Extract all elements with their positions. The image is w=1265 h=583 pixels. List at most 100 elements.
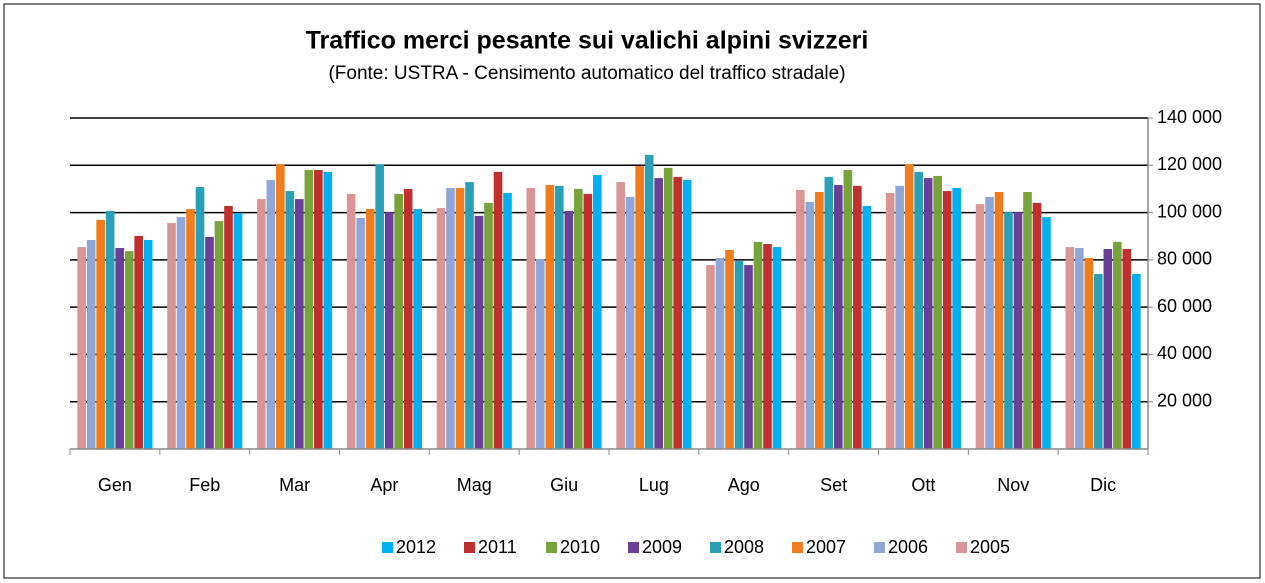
bar — [942, 191, 952, 449]
x-tick-label: Nov — [997, 475, 1029, 495]
legend-label: 2012 — [396, 537, 436, 557]
legend-label: 2006 — [888, 537, 928, 557]
legend-label: 2011 — [478, 537, 517, 557]
bar — [295, 199, 304, 449]
bar — [1094, 274, 1103, 449]
legend-label: 2009 — [642, 537, 682, 557]
bar — [1023, 192, 1032, 449]
bar — [895, 185, 904, 450]
bar — [994, 192, 1004, 449]
bar — [1004, 212, 1013, 449]
bar — [413, 209, 422, 449]
bar — [375, 164, 384, 449]
bar — [564, 210, 574, 449]
bar — [484, 202, 493, 449]
x-tick-label: Dic — [1090, 475, 1116, 495]
y-tick-label: 60 000 — [1157, 296, 1212, 316]
bar — [455, 187, 465, 450]
legend-swatch — [710, 542, 721, 553]
bar — [663, 167, 673, 450]
bar — [904, 164, 914, 449]
bar — [734, 261, 744, 449]
bar — [843, 170, 853, 449]
bar — [706, 265, 715, 449]
bar — [725, 249, 734, 449]
bar — [446, 187, 455, 450]
bar — [167, 222, 176, 449]
y-tick-label: 20 000 — [1157, 390, 1212, 410]
bar — [1013, 212, 1023, 449]
legend-label: 2008 — [724, 537, 764, 557]
y-tick-label: 140 000 — [1157, 107, 1222, 127]
bar — [805, 201, 815, 449]
bar — [985, 196, 994, 449]
bar — [526, 187, 536, 450]
y-tick-label: 100 000 — [1157, 201, 1222, 221]
bar — [1122, 248, 1132, 449]
bar — [763, 244, 772, 449]
chart-title: Traffico merci pesante sui valichi alpin… — [306, 27, 869, 55]
bar — [1084, 257, 1094, 449]
bar — [1113, 241, 1122, 449]
bar — [394, 193, 403, 449]
legend-swatch — [464, 542, 475, 553]
x-tick-label: Mar — [279, 475, 310, 495]
bar — [134, 235, 143, 449]
bar — [1032, 202, 1042, 449]
bar — [975, 204, 985, 449]
bar — [195, 187, 205, 449]
bar — [1103, 248, 1113, 449]
bar — [574, 188, 583, 449]
bar — [115, 248, 124, 449]
bar — [885, 192, 895, 449]
bar — [285, 191, 295, 449]
legend-swatch — [628, 542, 639, 553]
bar — [176, 217, 186, 449]
bar — [673, 176, 682, 449]
x-tick-label: Ago — [728, 475, 760, 495]
bar — [853, 185, 862, 450]
y-tick-label: 80 000 — [1157, 249, 1212, 269]
bar — [465, 182, 474, 449]
bar — [815, 192, 824, 449]
bar — [635, 165, 644, 449]
bar — [365, 209, 375, 449]
bar — [644, 154, 654, 449]
bar — [715, 257, 725, 449]
x-tick-label: Ott — [911, 475, 935, 495]
bar — [616, 182, 625, 449]
bar — [1132, 274, 1141, 449]
bar — [314, 170, 323, 449]
legend-label: 2010 — [560, 537, 600, 557]
bar — [682, 179, 692, 450]
bar — [536, 258, 545, 449]
bar — [143, 239, 153, 449]
legend-label: 2007 — [806, 537, 846, 557]
bar — [654, 178, 663, 449]
bar — [323, 171, 333, 450]
bar — [86, 239, 96, 449]
legend-swatch — [792, 542, 803, 553]
bar — [257, 199, 266, 449]
bar — [493, 171, 503, 450]
bar — [77, 247, 86, 449]
legend-swatch — [382, 542, 393, 553]
x-tick-label: Gen — [98, 475, 132, 495]
bar — [1075, 248, 1084, 449]
x-tick-label: Giu — [550, 475, 578, 495]
bar — [356, 218, 365, 449]
legend-swatch — [546, 542, 557, 553]
bar — [276, 164, 285, 449]
bar — [753, 241, 763, 449]
bar — [266, 179, 276, 450]
bar — [105, 210, 115, 449]
bar — [214, 221, 224, 449]
bar — [796, 189, 805, 450]
x-tick-label: Set — [820, 475, 847, 495]
bar — [1065, 247, 1075, 449]
bar — [923, 178, 933, 449]
y-tick-label: 120 000 — [1157, 154, 1222, 174]
y-tick-label: 40 000 — [1157, 343, 1212, 363]
legend-label: 2005 — [970, 537, 1010, 557]
